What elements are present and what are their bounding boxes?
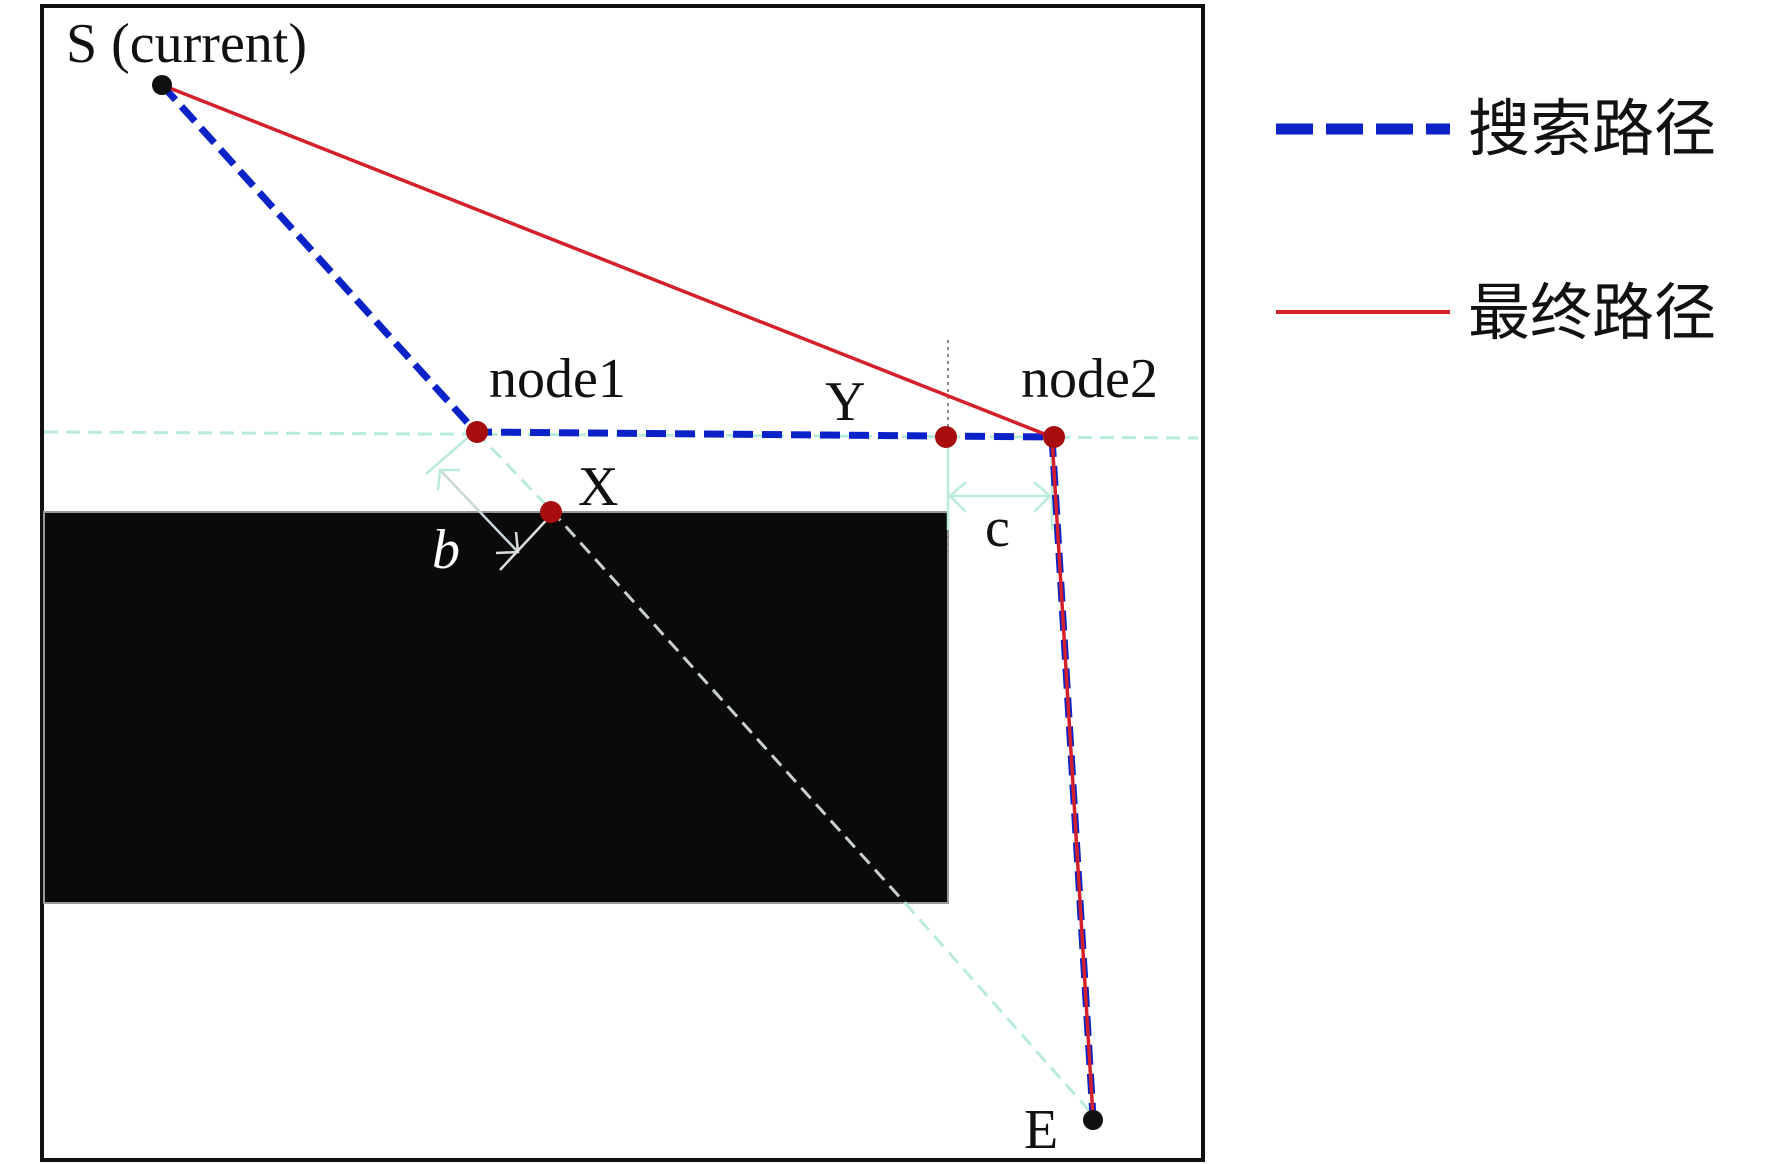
b-label: b [432, 519, 460, 581]
start-point [152, 75, 172, 95]
end-label: E [1024, 1099, 1058, 1161]
node1-point [466, 421, 488, 443]
diagonal-guide-line-lower [903, 902, 1095, 1116]
y-label: Y [825, 371, 865, 433]
legend-search-label: 搜索路径 [1468, 96, 1716, 164]
search-path [159, 82, 1097, 1118]
diagonal-guide-line-upper [474, 430, 553, 512]
legend: 搜索路径 最终路径 [1276, 96, 1716, 348]
y-point [935, 426, 957, 448]
obstacle [43, 511, 949, 904]
legend-final-label: 最终路径 [1468, 280, 1716, 348]
c-label: c [985, 497, 1010, 559]
start-label: S (current) [66, 13, 307, 75]
x-point [540, 501, 562, 523]
diagonal-guide-line-in-obstacle [549, 508, 907, 905]
x-label: X [578, 456, 618, 518]
end-point [1083, 1110, 1103, 1130]
node1-label: node1 [489, 348, 626, 410]
node2-point [1043, 426, 1065, 448]
node2-label: node2 [1021, 348, 1158, 410]
